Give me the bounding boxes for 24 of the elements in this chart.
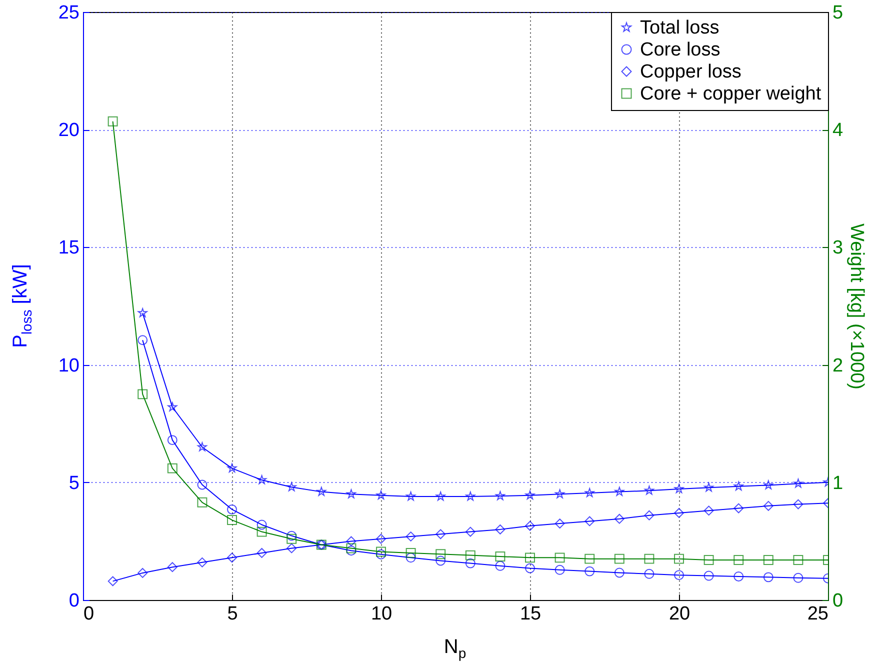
y2-tick-label: 4: [832, 120, 844, 142]
y-tick-label: 10: [58, 355, 80, 376]
y-tick-label: 20: [58, 120, 80, 142]
legend-label: Core loss: [640, 40, 720, 60]
y2-axis-title: Weight [kg] (×1000): [846, 224, 868, 390]
x-tick-label: 10: [370, 604, 392, 624]
y-tick-label: 25: [58, 2, 80, 24]
x-tick-label: 0: [84, 604, 94, 624]
y-tick-label: 15: [58, 238, 80, 259]
y2-tick-label: 1: [832, 472, 844, 494]
x-tick-label: 25: [807, 604, 828, 624]
legend-label: Core + copper weight: [640, 84, 822, 104]
legend-label: Total loss: [640, 18, 720, 38]
y2-tick-label: 0: [832, 590, 844, 612]
x-tick-label: 5: [227, 604, 238, 624]
y2-tick-label: 3: [832, 238, 844, 259]
y2-tick-label: 5: [832, 2, 844, 24]
x-tick-label: 15: [520, 604, 542, 624]
y2-tick-label: 2: [832, 355, 844, 376]
legend-label: Copper loss: [640, 62, 742, 82]
y-tick-label: 5: [68, 472, 80, 494]
x-axis-title: N$_{p}$: [444, 636, 466, 661]
x-tick-label: 20: [668, 604, 690, 624]
y-tick-label: 0: [68, 590, 80, 612]
